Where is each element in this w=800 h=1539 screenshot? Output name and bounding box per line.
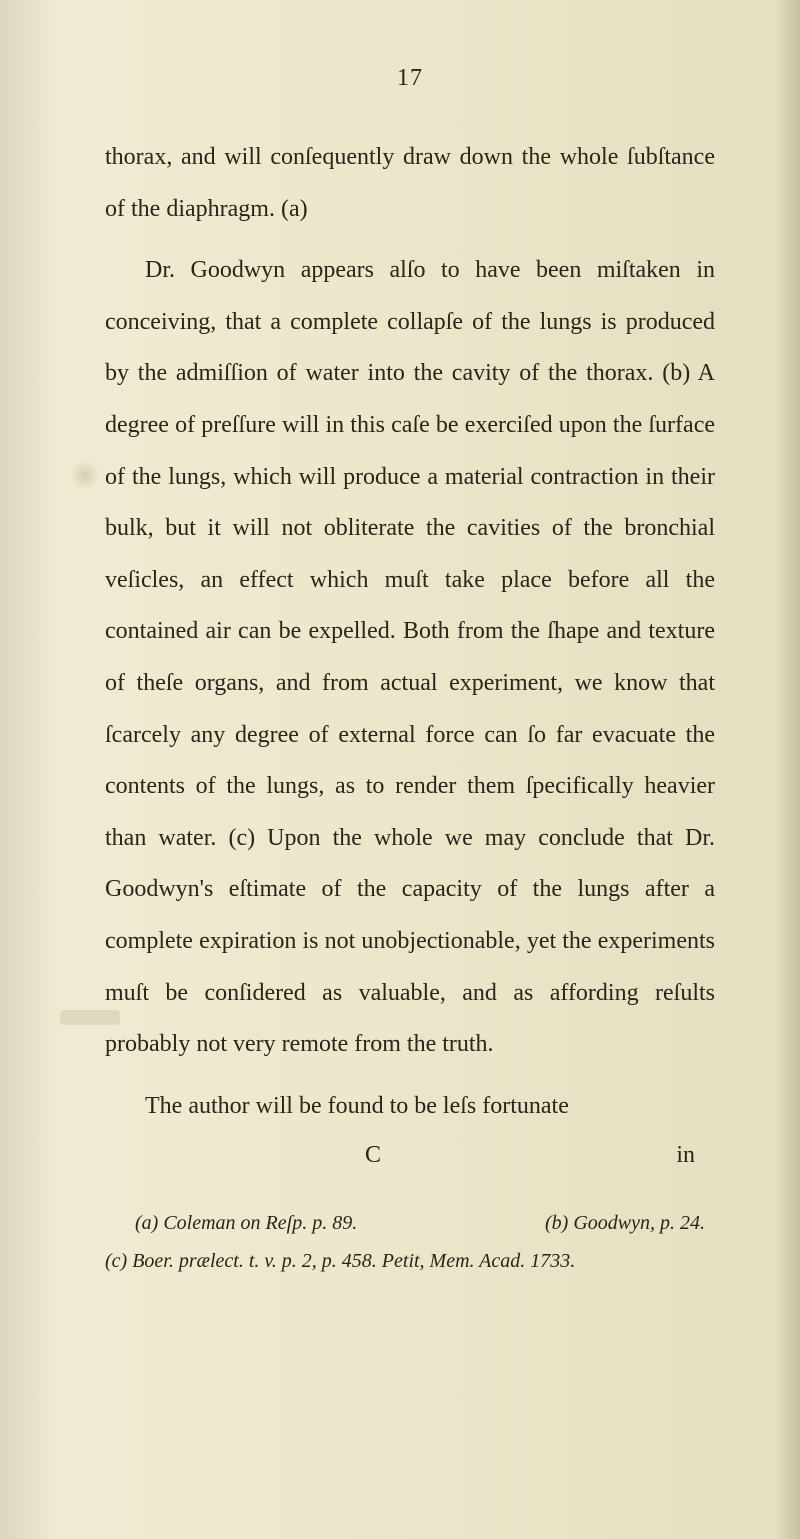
catchword: in: [676, 1142, 695, 1169]
paragraph: The author will be found to be leſs fort…: [105, 1081, 715, 1133]
signature-line: C in: [105, 1142, 715, 1169]
paragraph: thorax, and will conſequently draw down …: [105, 132, 715, 235]
footnotes: (a) Coleman on Reſp. p. 89. (b) Goodwyn,…: [105, 1204, 715, 1280]
footnote-a: (a) Coleman on Reſp. p. 89.: [135, 1204, 357, 1242]
page-edge-right: [775, 0, 800, 1539]
footnote-b: (b) Goodwyn, p. 24.: [545, 1204, 705, 1242]
page-content: 17 thorax, and will conſequently draw do…: [105, 65, 715, 1280]
page-stain: [70, 460, 100, 490]
paragraph: Dr. Goodwyn appears alſo to have been mi…: [105, 245, 715, 1071]
footnote-c: (c) Boer. prælect. t. v. p. 2, p. 458. P…: [105, 1242, 715, 1280]
page-shadow-left: [0, 0, 60, 1539]
signature-letter: C: [365, 1142, 381, 1169]
page-number: 17: [105, 65, 715, 92]
footnote-line: (a) Coleman on Reſp. p. 89. (b) Goodwyn,…: [105, 1204, 715, 1242]
